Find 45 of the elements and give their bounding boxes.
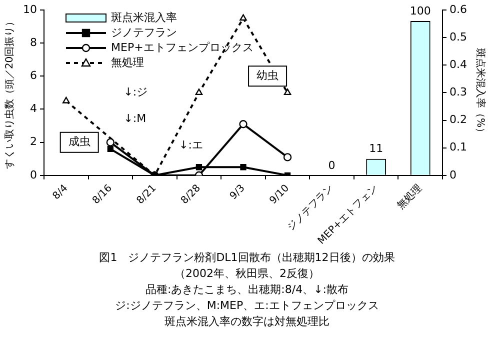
y-tick-label: 8 [30,36,37,49]
y-tick-label: 4 [30,102,37,116]
point [107,146,114,152]
annotation: 100 [410,4,431,18]
y-axis-title: すくい取り虫数（頭／20回振り） [4,16,16,170]
point [284,88,292,96]
legend-label: 無処理 [110,56,144,69]
y2-axis-title: 斑点米混入率（%） [474,48,486,138]
legend-label: MEP+エトフェンプロックス [110,40,254,54]
y-tick-label: 6 [30,69,37,82]
y-tick-label: 10 [22,2,37,16]
point [195,88,203,96]
x-tick-label: 9/3 [228,182,248,202]
point [62,96,70,104]
point [239,120,248,128]
text: 斑点米混入率の数字は対無処理比 [164,314,330,330]
point [240,14,247,21]
annotation: 成虫 [68,135,90,148]
point [196,164,202,170]
y2-tick-label: 0.4 [450,58,468,71]
point [106,138,115,146]
x-tick-label: 8/4 [50,182,70,202]
y2-tick-label: 0.5 [450,30,468,44]
y2-tick-label: 0.6 [450,2,468,16]
x-tick-label: 無処理 [394,182,424,212]
y2-tick-label: 0 [450,168,457,182]
point [240,164,246,170]
annotation: ↓:M [124,112,146,126]
annotation: ↓:エ [179,138,203,152]
annotation: 0 [328,158,336,172]
annotation: 幼虫 [256,69,279,82]
annotation: 11 [369,142,384,156]
y2-tick-label: 0.1 [450,140,468,154]
legend-label: 斑点米混入率 [110,10,177,24]
y-tick-label: 0 [30,168,37,182]
y-tick-label: 2 [30,135,37,148]
annotation: ↓:ジ [124,86,148,99]
y2-tick-label: 0.2 [450,113,468,126]
text: （2002年、秋田県、2反復） [174,266,320,282]
text: 図1 ジノテフラン粉剤DL1回散布（出穂期12日後）の効果 [98,250,396,266]
legend-label: ジノテフラン [110,26,177,39]
text: ジ:ジノテフラン、M:MEP、エ:エトフェンプロックス [114,298,380,314]
y2-tick-label: 0.3 [450,86,468,99]
text: 品種:あきたこまち、出穂期:8/4、↓:散布 [144,282,350,298]
point [283,153,292,162]
